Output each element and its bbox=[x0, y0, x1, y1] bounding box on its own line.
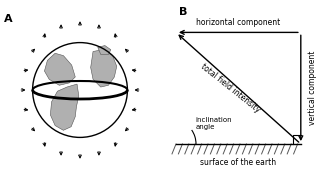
Text: inclination
angle: inclination angle bbox=[195, 117, 232, 130]
Text: surface of the earth: surface of the earth bbox=[200, 158, 276, 167]
Text: vertical component: vertical component bbox=[308, 51, 317, 125]
Polygon shape bbox=[50, 84, 79, 130]
Text: A: A bbox=[4, 14, 13, 24]
Text: total field intensity: total field intensity bbox=[199, 62, 262, 114]
Text: B: B bbox=[179, 7, 188, 17]
Polygon shape bbox=[91, 50, 117, 87]
Text: horizontal component: horizontal component bbox=[196, 18, 281, 27]
Circle shape bbox=[33, 43, 127, 137]
Polygon shape bbox=[98, 46, 111, 54]
Polygon shape bbox=[44, 53, 75, 85]
